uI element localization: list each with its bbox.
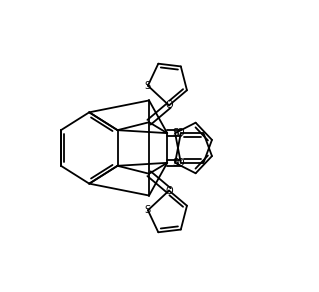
Text: O: O	[165, 186, 173, 196]
Text: O: O	[177, 128, 185, 138]
Text: S: S	[172, 128, 178, 138]
Text: O: O	[165, 100, 173, 110]
Text: O: O	[177, 158, 185, 168]
Text: S: S	[172, 158, 178, 168]
Text: S: S	[145, 81, 151, 91]
Text: S: S	[145, 205, 151, 215]
